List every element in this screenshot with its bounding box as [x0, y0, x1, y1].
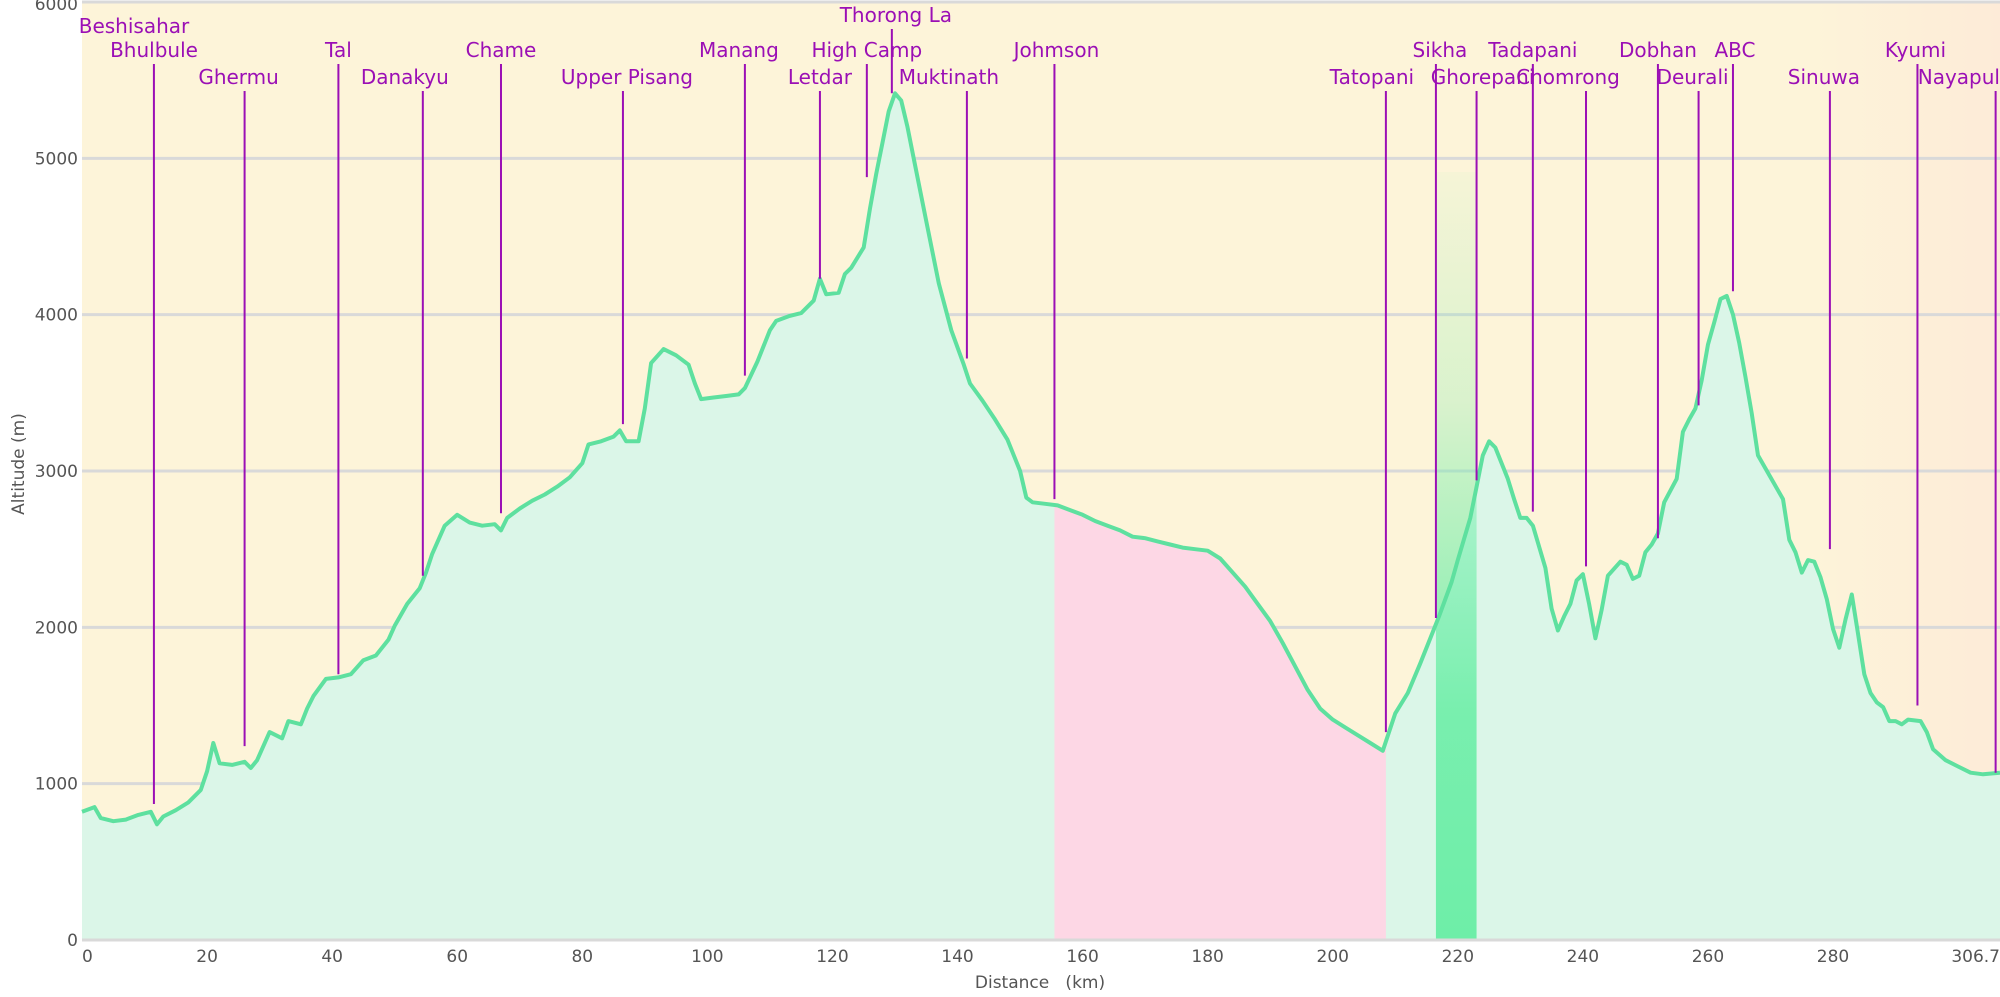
x-tick-label-80: 80	[571, 947, 593, 967]
x-tick-label-60: 60	[446, 947, 468, 967]
x-tick-label-0: 0	[82, 947, 93, 967]
y-tick-label-4000: 4000	[35, 306, 78, 326]
x-tick-label-100: 100	[691, 947, 723, 967]
x-tick-label-220: 220	[1442, 947, 1474, 967]
place-label-chomrong: Chomrong	[1516, 65, 1620, 89]
place-label-bhulbule: Bhulbule	[110, 38, 198, 62]
place-label-chame: Chame	[466, 38, 537, 62]
place-label-tadapani: Tadapani	[1487, 38, 1577, 62]
elevation-line	[81, 91, 2000, 827]
x-tick-label-306.7: 306.7	[1951, 947, 2000, 967]
place-label-high-camp: High Camp	[811, 38, 922, 62]
place-label-thorong-la: Thorong La	[839, 3, 952, 27]
place-label-muktinath: Muktinath	[899, 65, 999, 89]
place-label-tatopani: Tatopani	[1329, 65, 1414, 89]
x-tick-label-280: 280	[1817, 947, 1849, 967]
y-axis-title: Altitude (m)	[9, 413, 29, 515]
x-tick-label-240: 240	[1567, 947, 1599, 967]
place-label-dobhan: Dobhan	[1619, 38, 1697, 62]
x-tick-label-40: 40	[321, 947, 343, 967]
place-label-letdar: Letdar	[788, 65, 853, 89]
place-label-johmson: Johmson	[1012, 38, 1100, 62]
place-label-ghorepani: Ghorepani	[1431, 65, 1535, 89]
place-label-tal: Tal	[324, 38, 352, 62]
y-tick-label-1000: 1000	[35, 775, 78, 795]
x-axis-title: Distance (km)	[975, 973, 1105, 993]
y-tick-label-0: 0	[67, 931, 78, 951]
place-label-upper-pisang: Upper Pisang	[561, 65, 693, 89]
elevation-area	[82, 93, 2000, 941]
x-tick-label-120: 120	[816, 947, 848, 967]
place-label-deurali: Deurali	[1657, 65, 1729, 89]
place-label-sikha: Sikha	[1413, 38, 1468, 62]
y-tick-label-6000: 6000	[35, 0, 78, 15]
place-label-kyumi: Kyumi	[1885, 38, 1946, 62]
x-tick-label-160: 160	[1066, 947, 1098, 967]
place-label-sinuwa: Sinuwa	[1788, 65, 1860, 89]
place-label-beshisahar: Beshisahar	[79, 14, 190, 38]
highlight-segment-band	[1435, 172, 1477, 940]
x-tick-label-200: 200	[1317, 947, 1349, 967]
place-label-abc: ABC	[1714, 38, 1755, 62]
transport-segment-fill	[1054, 505, 1386, 940]
x-tick-label-20: 20	[196, 947, 218, 967]
x-tick-label-140: 140	[941, 947, 973, 967]
x-tick-label-260: 260	[1692, 947, 1724, 967]
y-tick-label-5000: 5000	[35, 149, 78, 169]
place-label-ghermu: Ghermu	[198, 65, 279, 89]
place-label-danakyu: Danakyu	[361, 65, 449, 89]
y-tick-label-3000: 3000	[35, 462, 78, 482]
y-tick-label-2000: 2000	[35, 618, 78, 638]
place-label-manang: Manang	[699, 38, 779, 62]
place-label-nayapul: Nayapul	[1918, 65, 2000, 89]
x-tick-label-180: 180	[1191, 947, 1223, 967]
